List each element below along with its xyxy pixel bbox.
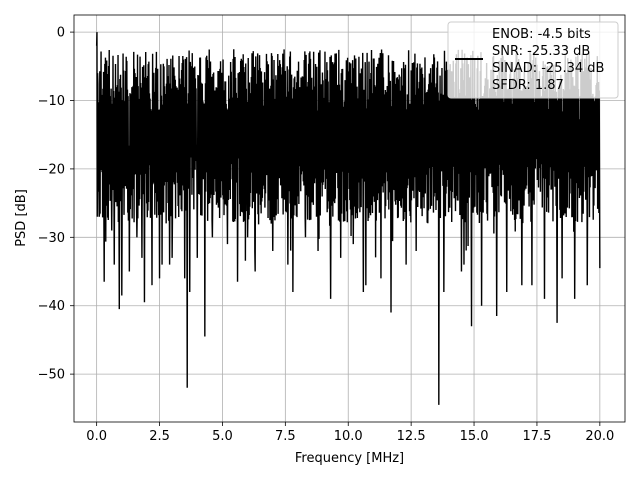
y-tick-label: −30 [38,231,65,246]
axes-frame [73,14,626,423]
legend-sinad: SINAD: -25.34 dB [492,61,604,76]
y-tick-label: −10 [38,94,65,109]
x-tick-label: 17.5 [522,429,551,444]
x-tick-label: 0.0 [86,429,107,444]
x-tick-label: 7.5 [275,429,296,444]
y-tick-label: −50 [38,368,65,383]
x-tick-label: 20.0 [585,429,614,444]
legend-snr: SNR: -25.33 dB [492,44,590,59]
y-tick-label: 0 [57,26,65,41]
legend-enob: ENOB: -4.5 bits [492,27,591,42]
y-tick-label: −20 [38,162,65,177]
psd-series-line [95,32,601,405]
x-tick-label: 12.5 [397,429,426,444]
plot-area [95,32,601,405]
x-axis-ticks: 0.0 2.5 5.0 7.5 10.0 12.5 15.0 17.5 20.0 [86,422,614,444]
y-axis-label: PSD [dB] [14,189,29,247]
x-tick-label: 2.5 [149,429,170,444]
x-tick-label: 10.0 [334,429,363,444]
legend-sfdr: SFDR: 1.87 [492,78,564,93]
x-axis-label: Frequency [MHz] [295,451,404,466]
legend: ENOB: -4.5 bits SNR: -25.33 dB SINAD: -2… [447,21,619,99]
x-tick-label: 15.0 [460,429,489,444]
x-tick-label: 5.0 [212,429,233,444]
legend-box [447,21,619,99]
y-tick-label: −40 [38,299,65,314]
y-axis-ticks: 0 −10 −20 −30 −40 −50 [38,26,74,383]
